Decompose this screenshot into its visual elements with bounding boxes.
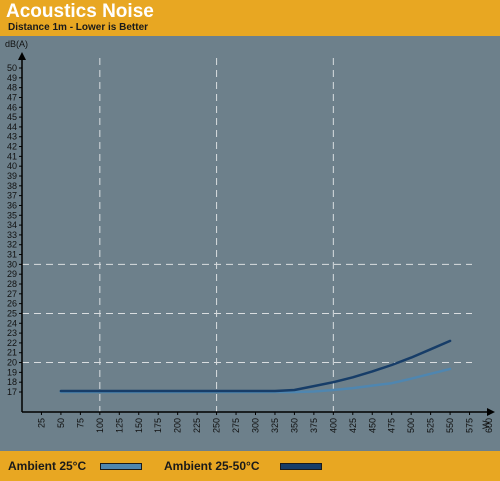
- x-tick-label: 225: [192, 418, 202, 433]
- y-tick-label: 46: [7, 102, 17, 112]
- y-tick-label: 21: [7, 348, 17, 358]
- y-tick-label: 18: [7, 377, 17, 387]
- y-tick-label: 24: [7, 318, 17, 328]
- x-tick-label: 550: [445, 418, 455, 433]
- y-axis-label: dB(A): [5, 39, 28, 49]
- y-tick-label: 25: [7, 308, 17, 318]
- y-tick-label: 44: [7, 122, 17, 132]
- x-tick-label: 250: [212, 418, 222, 433]
- y-tick-label: 19: [7, 367, 17, 377]
- x-tick-label: 425: [348, 418, 358, 433]
- x-tick-label: 325: [270, 418, 280, 433]
- chart-header: Acoustics Noise Distance 1m - Lower is B…: [0, 0, 500, 36]
- x-tick-label: 25: [36, 418, 46, 428]
- x-tick-label: 400: [328, 418, 338, 433]
- legend-swatch: [280, 463, 322, 470]
- y-tick-label: 29: [7, 269, 17, 279]
- y-tick-label: 49: [7, 73, 17, 83]
- y-tick-label: 34: [7, 220, 17, 230]
- y-tick-label: 35: [7, 210, 17, 220]
- series-line-ambient-25: [59, 367, 452, 394]
- x-tick-label: 300: [251, 418, 261, 433]
- x-tick-label: 75: [75, 418, 85, 428]
- legend-swatch: [100, 463, 142, 470]
- x-axis-arrow: [487, 408, 495, 416]
- y-tick-label: 43: [7, 132, 17, 142]
- x-tick-label: 450: [367, 418, 377, 433]
- x-tick-label: 525: [426, 418, 436, 433]
- y-tick-label: 20: [7, 358, 17, 368]
- legend-item-ambient-25-50: Ambient 25-50°C: [164, 459, 322, 473]
- y-tick-label: 47: [7, 92, 17, 102]
- x-tick-label: 150: [134, 418, 144, 433]
- chart-title: Acoustics Noise: [6, 1, 154, 22]
- y-tick-label: 26: [7, 299, 17, 309]
- y-tick-label: 27: [7, 289, 17, 299]
- y-tick-label: 45: [7, 112, 17, 122]
- y-tick-label: 42: [7, 142, 17, 152]
- x-axis-label: W: [481, 420, 491, 429]
- x-tick-label: 125: [114, 418, 124, 433]
- x-tick-label: 575: [465, 418, 475, 433]
- legend-item-ambient-25: Ambient 25°C: [8, 459, 142, 473]
- x-tick-label: 475: [387, 418, 397, 433]
- x-tick-label: 50: [56, 418, 66, 428]
- chart-subtitle: Distance 1m - Lower is Better: [8, 22, 149, 33]
- y-tick-label: 31: [7, 250, 17, 260]
- x-tick-label: 175: [153, 418, 163, 433]
- legend-label: Ambient 25-50°C: [164, 459, 260, 473]
- x-tick-label: 500: [406, 418, 416, 433]
- chart-legend: Ambient 25°C Ambient 25-50°C: [0, 451, 500, 481]
- y-tick-label: 38: [7, 181, 17, 191]
- x-tick-label: 600: [484, 418, 494, 433]
- y-tick-label: 33: [7, 230, 17, 240]
- y-tick-label: 50: [7, 63, 17, 73]
- x-tick-label: 100: [95, 418, 105, 433]
- y-axis-arrow: [18, 52, 26, 60]
- x-tick-label: 375: [309, 418, 319, 433]
- y-tick-label: 36: [7, 200, 17, 210]
- y-tick-label: 22: [7, 338, 17, 348]
- y-tick-label: 39: [7, 171, 17, 181]
- legend-label: Ambient 25°C: [8, 459, 87, 473]
- x-tick-label: 350: [289, 418, 299, 433]
- x-tick-label: 275: [231, 418, 241, 433]
- y-tick-label: 30: [7, 259, 17, 269]
- y-tick-label: 48: [7, 83, 17, 93]
- y-tick-label: 23: [7, 328, 17, 338]
- y-tick-label: 40: [7, 161, 17, 171]
- y-tick-label: 17: [7, 387, 17, 397]
- y-tick-label: 37: [7, 191, 17, 201]
- line-chart: 1718192021222324252627282930313233343536…: [5, 39, 495, 433]
- y-tick-label: 32: [7, 240, 17, 250]
- plot-panel: 17 18 19 20 21 22 23 24 25 26 27 28 29 30 31 32 33 34 35 36…: [0, 36, 500, 451]
- series-line-ambient-25-50: [59, 339, 452, 393]
- y-tick-label: 41: [7, 151, 17, 161]
- y-tick-label: 28: [7, 279, 17, 289]
- x-tick-label: 200: [173, 418, 183, 433]
